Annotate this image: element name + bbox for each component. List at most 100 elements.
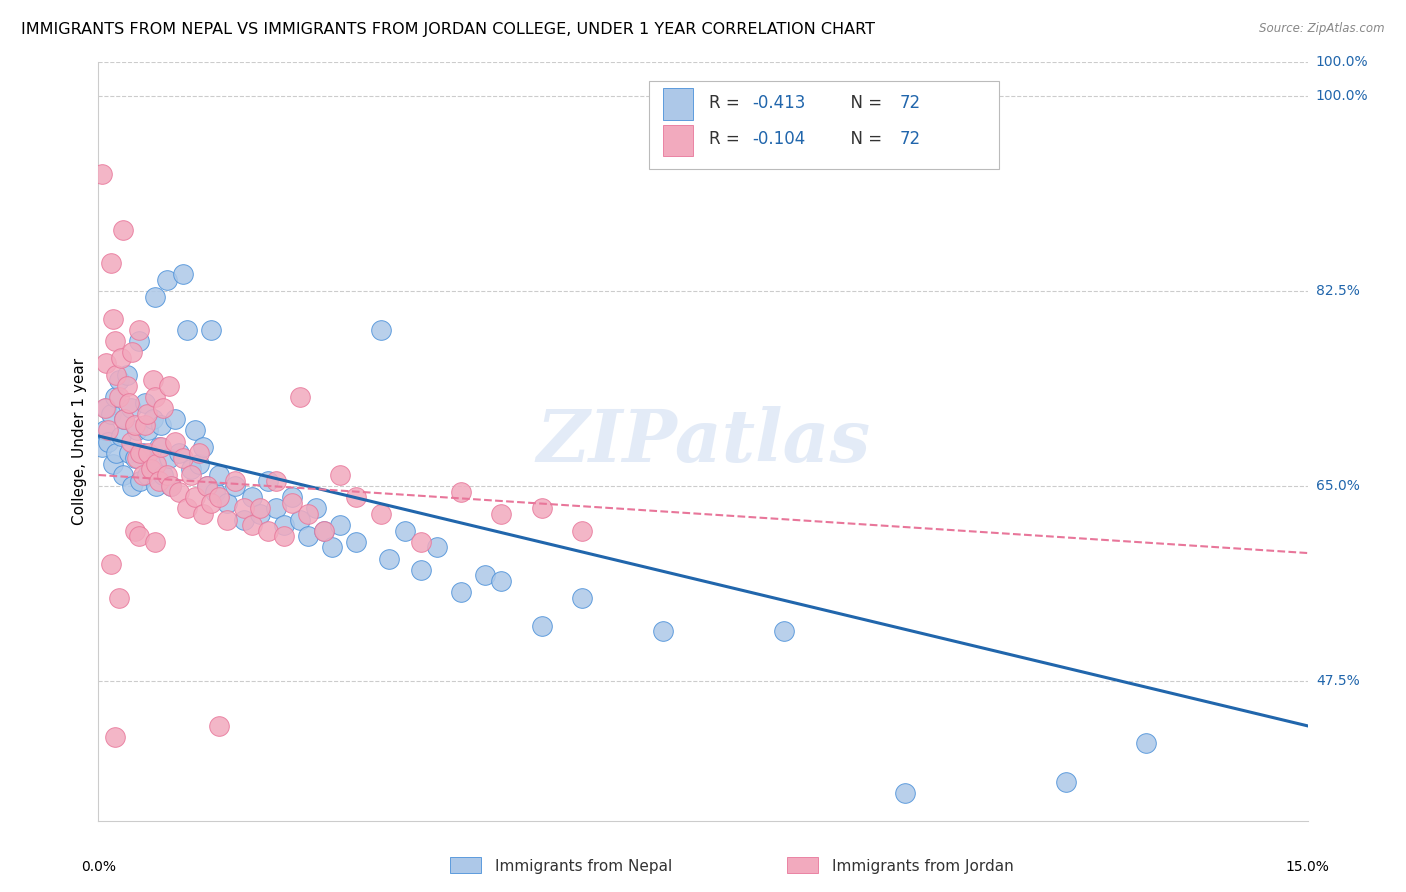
Point xyxy=(370,323,392,337)
Point xyxy=(138,424,160,438)
Point xyxy=(107,390,129,404)
Point xyxy=(143,390,166,404)
Point xyxy=(329,468,352,483)
Point xyxy=(115,378,138,392)
Point xyxy=(134,417,156,432)
Point xyxy=(297,529,319,543)
Point xyxy=(152,468,174,483)
Point xyxy=(103,390,125,404)
Point xyxy=(281,491,304,505)
Point xyxy=(217,512,239,526)
Point xyxy=(180,462,202,476)
Point xyxy=(138,446,160,460)
Point xyxy=(893,786,915,800)
Point xyxy=(150,440,173,454)
Point xyxy=(103,334,125,349)
Point xyxy=(193,507,215,521)
Point xyxy=(129,446,152,460)
Point xyxy=(112,412,135,426)
Point xyxy=(127,424,149,438)
Point xyxy=(94,424,117,438)
Point xyxy=(118,395,141,409)
Point xyxy=(240,518,263,533)
Point xyxy=(344,491,367,505)
Point xyxy=(370,507,392,521)
Point xyxy=(148,440,170,454)
Point xyxy=(297,507,319,521)
Point xyxy=(105,446,128,460)
Point xyxy=(204,484,226,499)
Point xyxy=(148,474,170,488)
FancyBboxPatch shape xyxy=(664,88,693,120)
Point xyxy=(101,312,124,326)
Point xyxy=(145,457,167,471)
Point xyxy=(96,401,118,416)
Text: R =: R = xyxy=(709,130,745,148)
Point xyxy=(120,434,142,449)
Point xyxy=(143,289,166,303)
Point xyxy=(167,446,190,460)
Point xyxy=(571,524,593,538)
Point xyxy=(118,446,141,460)
Point xyxy=(100,407,122,421)
Point xyxy=(200,323,222,337)
FancyBboxPatch shape xyxy=(648,81,1000,169)
Point xyxy=(128,334,150,349)
Point xyxy=(163,412,186,426)
Point xyxy=(100,557,122,572)
Text: 82.5%: 82.5% xyxy=(1316,284,1360,298)
Point xyxy=(409,563,432,577)
Point xyxy=(167,484,190,499)
Point xyxy=(200,496,222,510)
Point xyxy=(530,618,553,632)
Point xyxy=(135,407,157,421)
Text: 0.0%: 0.0% xyxy=(82,860,115,873)
Point xyxy=(329,518,352,533)
Point xyxy=(124,451,146,466)
Point xyxy=(195,479,218,493)
Point xyxy=(139,462,162,476)
Point xyxy=(91,167,114,181)
Point xyxy=(264,474,287,488)
Point xyxy=(91,440,114,454)
Point xyxy=(115,368,138,382)
Point xyxy=(208,491,231,505)
Point xyxy=(121,345,143,359)
Point xyxy=(394,524,416,538)
Point xyxy=(571,591,593,605)
Point xyxy=(491,507,513,521)
Point xyxy=(651,624,673,639)
Point xyxy=(208,719,231,733)
Point xyxy=(288,390,311,404)
Point xyxy=(152,401,174,416)
Point xyxy=(107,591,129,605)
Point xyxy=(256,474,278,488)
Y-axis label: College, Under 1 year: College, Under 1 year xyxy=(72,358,87,525)
Point xyxy=(176,323,198,337)
Point xyxy=(273,529,295,543)
Point xyxy=(450,585,472,599)
Point xyxy=(184,424,207,438)
Text: ZIPatlas: ZIPatlas xyxy=(536,406,870,477)
Point xyxy=(314,524,336,538)
Text: 100.0%: 100.0% xyxy=(1316,55,1368,70)
Point xyxy=(112,412,135,426)
Point xyxy=(120,401,142,416)
Text: 72: 72 xyxy=(900,130,921,148)
Text: N =: N = xyxy=(839,130,887,148)
Point xyxy=(163,434,186,449)
Text: Immigrants from Jordan: Immigrants from Jordan xyxy=(832,859,1014,873)
Point xyxy=(135,468,157,483)
Point xyxy=(409,535,432,549)
Text: Source: ZipAtlas.com: Source: ZipAtlas.com xyxy=(1260,22,1385,36)
Point xyxy=(156,468,179,483)
Text: IMMIGRANTS FROM NEPAL VS IMMIGRANTS FROM JORDAN COLLEGE, UNDER 1 YEAR CORRELATIO: IMMIGRANTS FROM NEPAL VS IMMIGRANTS FROM… xyxy=(21,22,875,37)
Point xyxy=(100,256,122,270)
Point xyxy=(110,429,132,443)
Text: 65.0%: 65.0% xyxy=(1316,479,1360,493)
Text: N =: N = xyxy=(839,94,887,112)
Point xyxy=(128,529,150,543)
Point xyxy=(377,551,399,566)
Text: Immigrants from Nepal: Immigrants from Nepal xyxy=(495,859,672,873)
Point xyxy=(281,496,304,510)
